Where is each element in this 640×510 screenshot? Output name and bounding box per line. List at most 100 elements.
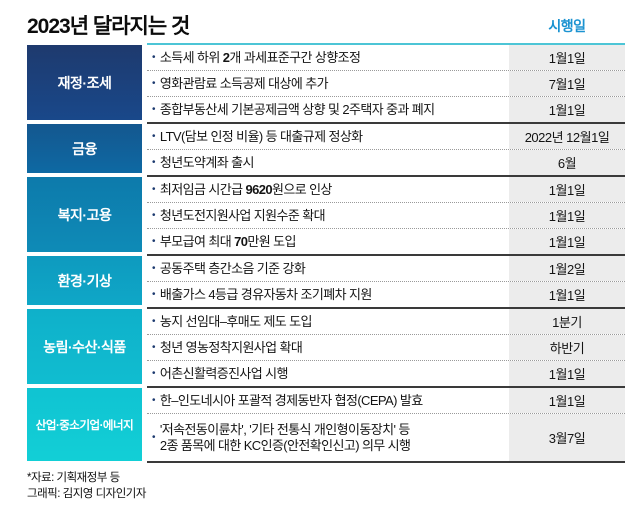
header: 2023년 달라지는 것 시행일 [27, 8, 625, 40]
row-date: 1월1일 [509, 229, 625, 254]
category-rows: • 최저임금 시간급 9620원으로 인상 1월1일 • 청년도전지원사업 지원수준 확… [147, 175, 625, 254]
category-rows: • 소득세 하위 2개 과세표준구간 상향조정 1월1일 • 영화관람료 소득공제 대상… [147, 43, 625, 122]
row-text-cell: • 청년도전지원사업 지원수준 확대 [147, 203, 509, 228]
category-label: 농림·수산·식품 [43, 338, 126, 355]
category-rows: • 농지 선임대–후매도 제도 도입 1분기 • 청년 영농정착지원사업 확대 하반기 • 어… [147, 307, 625, 386]
category-group: 환경·기상 • 공동주택 층간소음 기준 강화 1월2일 • 배출가스 4등급 경유자동차… [27, 254, 625, 307]
row-text-cell: • 배출가스 4등급 경유자동차 조기폐차 지원 [147, 282, 509, 307]
bullet-icon: • [152, 210, 155, 221]
row-date: 하반기 [509, 335, 625, 360]
row-date: 1월1일 [509, 361, 625, 386]
category-cell: 금융 [27, 124, 142, 173]
row-text: 종합부동산세 기본공제금액 상향 및 2주택자 중과 폐지 [159, 101, 435, 117]
category-group: 금융 • LTV(담보 인정 비율) 등 대출규제 정상화 2022년 12월1일 • 청… [27, 122, 625, 175]
category-rows: • 공동주택 층간소음 기준 강화 1월2일 • 배출가스 4등급 경유자동차 조기폐차… [147, 254, 625, 307]
category-rows: • 한–인도네시아 포괄적 경제동반자 협정(CEPA) 발효 1월1일 • '저속전동… [147, 386, 625, 463]
row-text: 공동주택 층간소음 기준 강화 [159, 260, 306, 276]
table-row: • 공동주택 층간소음 기준 강화 1월2일 [147, 256, 625, 281]
row-date: 1월1일 [509, 388, 625, 413]
row-date: 6월 [509, 150, 625, 175]
bullet-icon: • [152, 432, 155, 443]
bullet-icon: • [152, 78, 155, 89]
table-row: • 청년도전지원사업 지원수준 확대 1월1일 [147, 202, 625, 228]
category-rows: • LTV(담보 인정 비율) 등 대출규제 정상화 2022년 12월1일 • 청년도… [147, 122, 625, 175]
row-text: 청년도전지원사업 지원수준 확대 [159, 207, 326, 223]
row-text: 소득세 하위 2개 과세표준구간 상향조정 [159, 49, 361, 65]
category-group: 복지·고용 • 최저임금 시간급 9620원으로 인상 1월1일 • 청년도전지원사업 지… [27, 175, 625, 254]
page-title: 2023년 달라지는 것 [27, 15, 190, 38]
bullet-icon: • [152, 342, 155, 353]
category-group: 농림·수산·식품 • 농지 선임대–후매도 제도 도입 1분기 • 청년 영농정착지원사업… [27, 307, 625, 386]
bullet-icon: • [152, 104, 155, 115]
table-row: • 배출가스 4등급 경유자동차 조기폐차 지원 1월1일 [147, 281, 625, 307]
row-text: 농지 선임대–후매도 제도 도입 [159, 313, 313, 329]
row-text-cell: • 농지 선임대–후매도 제도 도입 [147, 309, 509, 334]
bullet-icon: • [152, 395, 155, 406]
row-text-cell: • 청년도약계좌 출시 [147, 150, 509, 175]
row-text-cell: • 최저임금 시간급 9620원으로 인상 [147, 177, 509, 202]
row-text-cell: • 영화관람료 소득공제 대상에 추가 [147, 71, 509, 96]
row-text: 청년도약계좌 출시 [159, 154, 255, 170]
table-row: • 최저임금 시간급 9620원으로 인상 1월1일 [147, 177, 625, 202]
table-row: • 농지 선임대–후매도 제도 도입 1분기 [147, 309, 625, 334]
row-text: 최저임금 시간급 9620원으로 인상 [159, 181, 332, 197]
source-note: *자료: 기획재정부 등 [27, 472, 120, 484]
category-cell: 재정·조세 [27, 45, 142, 120]
date-column-header: 시행일 [548, 18, 586, 34]
category-label: 재정·조세 [57, 74, 112, 91]
bullet-icon: • [152, 157, 155, 168]
row-text-cell: • 소득세 하위 2개 과세표준구간 상향조정 [147, 45, 509, 70]
row-date: 1월1일 [509, 45, 625, 70]
category-label: 복지·고용 [57, 206, 112, 223]
row-text-cell: • '저속전동이륜차', '기타 전통식 개인형이동장치' 등 2종 품목에 대한… [147, 414, 509, 461]
row-text-cell: • 공동주택 층간소음 기준 강화 [147, 256, 509, 281]
table-row: • 소득세 하위 2개 과세표준구간 상향조정 1월1일 [147, 45, 625, 70]
row-date: 1분기 [509, 309, 625, 334]
row-text-cell: • 부모급여 최대 70만원 도입 [147, 229, 509, 254]
bullet-icon: • [152, 236, 155, 247]
bullet-icon: • [152, 184, 155, 195]
category-cell: 환경·기상 [27, 256, 142, 305]
row-text: 청년 영농정착지원사업 확대 [159, 339, 303, 355]
row-date: 1월1일 [509, 97, 625, 122]
row-text: 한–인도네시아 포괄적 경제동반자 협정(CEPA) 발효 [159, 392, 423, 408]
row-text-cell: • 한–인도네시아 포괄적 경제동반자 협정(CEPA) 발효 [147, 388, 509, 413]
row-text-cell: • LTV(담보 인정 비율) 등 대출규제 정상화 [147, 124, 509, 149]
row-date: 1월1일 [509, 282, 625, 307]
footer: *자료: 기획재정부 등 그래픽: 김지영 디자인기자 [27, 470, 625, 502]
bullet-icon: • [152, 289, 155, 300]
row-text: LTV(담보 인정 비율) 등 대출규제 정상화 [159, 128, 363, 144]
category-label: 산업·중소기업·에너지 [35, 419, 134, 432]
category-cell: 농림·수산·식품 [27, 309, 142, 384]
category-cell: 산업·중소기업·에너지 [27, 388, 142, 461]
table-row: • 한–인도네시아 포괄적 경제동반자 협정(CEPA) 발효 1월1일 [147, 388, 625, 413]
table-row: • 청년도약계좌 출시 6월 [147, 149, 625, 175]
category-label: 금융 [72, 140, 97, 157]
row-text: 어촌신활력증진사업 시행 [159, 365, 289, 381]
table-row: • 청년 영농정착지원사업 확대 하반기 [147, 334, 625, 360]
bullet-icon: • [152, 131, 155, 142]
table-row: • 종합부동산세 기본공제금액 상향 및 2주택자 중과 폐지 1월1일 [147, 96, 625, 122]
row-date: 7월1일 [509, 71, 625, 96]
row-text: '저속전동이륜차', '기타 전통식 개인형이동장치' 등 2종 품목에 대한 … [159, 421, 411, 453]
row-date: 1월1일 [509, 177, 625, 202]
credit-note: 그래픽: 김지영 디자인기자 [27, 488, 146, 501]
table-row: • LTV(담보 인정 비율) 등 대출규제 정상화 2022년 12월1일 [147, 124, 625, 149]
row-text-cell: • 청년 영농정착지원사업 확대 [147, 335, 509, 360]
row-date: 3월7일 [509, 414, 625, 461]
category-group: 산업·중소기업·에너지 • 한–인도네시아 포괄적 경제동반자 협정(CEPA) 발… [27, 386, 625, 463]
table-row: • '저속전동이륜차', '기타 전통식 개인형이동장치' 등 2종 품목에 대한… [147, 413, 625, 461]
row-text: 부모급여 최대 70만원 도입 [159, 233, 297, 249]
row-text: 배출가스 4등급 경유자동차 조기폐차 지원 [159, 286, 372, 302]
changes-table: 재정·조세 • 소득세 하위 2개 과세표준구간 상향조정 1월1일 • 영화관람료 소득… [27, 43, 625, 463]
table-row: • 어촌신활력증진사업 시행 1월1일 [147, 360, 625, 386]
bullet-icon: • [152, 263, 155, 274]
category-group: 재정·조세 • 소득세 하위 2개 과세표준구간 상향조정 1월1일 • 영화관람료 소득… [27, 43, 625, 122]
table-row: • 영화관람료 소득공제 대상에 추가 7월1일 [147, 70, 625, 96]
row-date: 2022년 12월1일 [509, 124, 625, 149]
table-row: • 부모급여 최대 70만원 도입 1월1일 [147, 228, 625, 254]
bullet-icon: • [152, 368, 155, 379]
row-date: 1월1일 [509, 203, 625, 228]
bullet-icon: • [152, 52, 155, 63]
row-text: 영화관람료 소득공제 대상에 추가 [159, 75, 329, 91]
